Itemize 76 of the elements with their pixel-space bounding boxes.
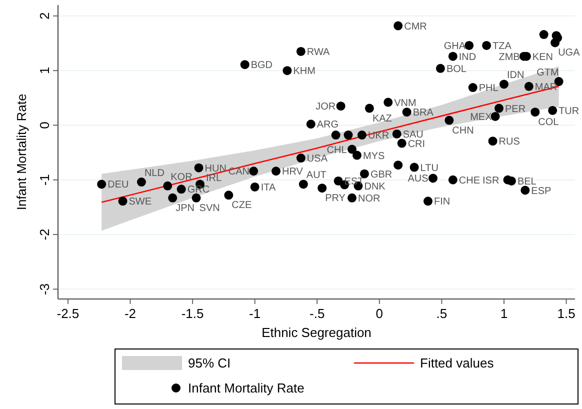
y-tick-label: 2: [37, 12, 52, 20]
data-label: PRY: [325, 193, 346, 204]
data-label: SAU: [402, 129, 424, 140]
x-tick-label: 1.5: [557, 306, 576, 321]
data-label: UGA: [558, 48, 580, 59]
data-label: HRV: [282, 166, 304, 178]
x-tick-label: -2: [124, 306, 136, 321]
data-label: COL: [538, 117, 560, 128]
data-label: CRI: [408, 138, 426, 150]
data-label: JPN: [176, 202, 195, 214]
data-label: TUR: [558, 106, 580, 117]
data-label: PHL: [478, 83, 499, 94]
data-label: IND: [458, 52, 476, 63]
y-tick-label: -2: [37, 228, 52, 240]
data-label: UKR: [368, 130, 390, 142]
data-label: CMR: [404, 21, 427, 32]
data-label: AUT: [306, 170, 326, 182]
data-label: JOR: [316, 102, 336, 113]
x-tick-label: 0: [376, 306, 384, 321]
data-label: GHA: [444, 40, 466, 52]
data-label: KOR: [170, 172, 192, 183]
y-axis-title: Infant Mortality Rate: [14, 94, 29, 210]
data-label: BOL: [446, 64, 467, 75]
data-label: GTM: [536, 68, 559, 79]
x-axis-title: Ethnic Segregation: [262, 325, 372, 340]
x-tick-label: 1: [500, 306, 508, 321]
data-label: DEU: [108, 180, 129, 191]
data-label: IRL: [206, 173, 222, 184]
data-label: BRA: [412, 108, 434, 119]
data-label: RWA: [306, 46, 330, 58]
data-label: CHL: [326, 144, 348, 156]
x-tick-label: .5: [436, 306, 448, 321]
y-tick-label: -1: [37, 174, 52, 186]
data-label: FIN: [434, 196, 450, 208]
data-label: RUS: [498, 136, 520, 148]
data-label: KAZ: [372, 113, 392, 124]
data-label: VNM: [394, 98, 416, 109]
data-label: PER: [505, 104, 526, 115]
legend-label: 95% CI: [188, 356, 231, 371]
data-label: NOR: [358, 193, 380, 204]
data-label: TZA: [492, 40, 512, 52]
y-tick-label: -3: [37, 283, 52, 295]
data-label: CAN: [228, 166, 250, 178]
y-tick-label: 0: [37, 122, 52, 129]
data-label: ARG: [316, 120, 339, 131]
data-label: CHN: [452, 125, 474, 136]
legend-label: Fitted values: [420, 356, 494, 371]
x-tick-label: -2.5: [56, 306, 80, 321]
x-tick-label: -.5: [310, 306, 325, 321]
data-label: LTU: [420, 162, 438, 174]
legend-label: Infant Mortality Rate: [188, 380, 304, 396]
data-label: MEX: [470, 112, 492, 123]
data-label: AUS: [408, 174, 429, 185]
data-label: NLD: [144, 168, 164, 180]
data-label: KEN: [532, 52, 553, 63]
data-label: ZMB: [498, 52, 520, 63]
data-label: HUN: [204, 163, 226, 174]
data-label: BGD: [250, 60, 273, 72]
y-tick-label: 1: [37, 66, 52, 74]
data-label: USA: [306, 154, 328, 165]
data-label: IDN: [506, 70, 524, 82]
data-label: SWE: [128, 196, 152, 208]
data-label: DNK: [364, 181, 386, 192]
data-label: ITA: [260, 182, 276, 194]
data-label: GBR: [370, 169, 392, 180]
x-tick-label: -1.5: [181, 306, 204, 321]
data-label: KHM: [293, 66, 316, 78]
data-label: ISR: [482, 175, 500, 186]
x-tick-label: -1: [249, 306, 261, 321]
data-label: MYS: [362, 150, 385, 162]
data-label: ESP: [531, 186, 552, 197]
data-label: BEL: [517, 176, 537, 188]
data-label: SVN: [199, 202, 220, 214]
data-label: GRC: [187, 184, 210, 196]
data-label: CHE: [458, 175, 480, 186]
data-label: CZE: [232, 200, 252, 212]
